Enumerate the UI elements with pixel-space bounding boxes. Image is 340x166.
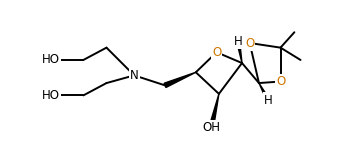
Polygon shape <box>259 83 270 101</box>
Text: HO: HO <box>42 89 60 102</box>
Text: N: N <box>130 69 139 82</box>
Polygon shape <box>209 94 219 128</box>
Polygon shape <box>237 41 242 63</box>
Polygon shape <box>164 72 196 87</box>
Text: O: O <box>276 75 285 88</box>
Text: O: O <box>245 37 254 49</box>
Text: HO: HO <box>42 53 60 66</box>
Text: H: H <box>264 93 273 107</box>
Text: H: H <box>234 35 242 48</box>
Text: OH: OH <box>202 121 220 134</box>
Text: O: O <box>212 46 221 59</box>
